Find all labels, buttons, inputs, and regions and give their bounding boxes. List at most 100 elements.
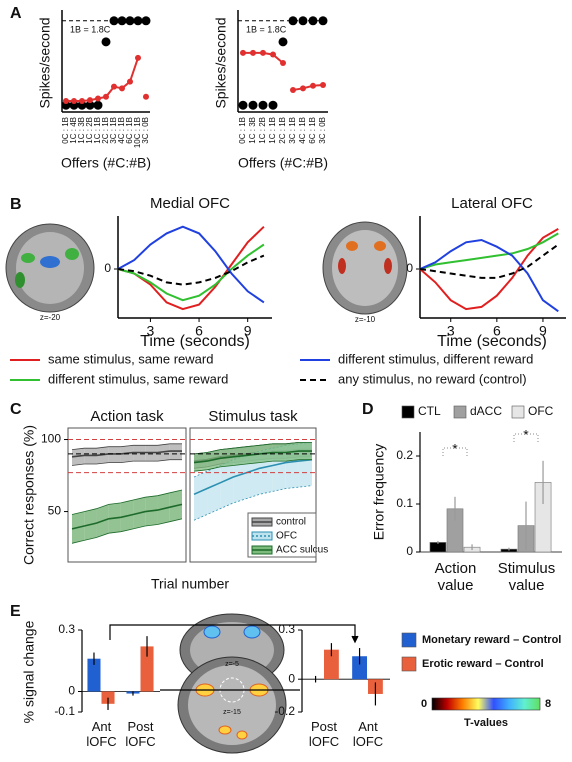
band-edge xyxy=(71,489,183,515)
data-point xyxy=(268,100,278,110)
data-point xyxy=(119,85,125,92)
x-tick-label: Stimulus value xyxy=(497,560,556,595)
data-point xyxy=(135,54,141,61)
annotation: * xyxy=(523,427,529,443)
x-tick-label: Action value xyxy=(434,560,477,595)
brain-image xyxy=(322,221,408,315)
data-point xyxy=(280,60,286,66)
x-tick-label: 4C : 1B xyxy=(298,117,307,144)
legend-swatch xyxy=(401,656,417,672)
legend-label: different stimulus, same reward xyxy=(48,371,228,386)
x-tick-label: 3C : 0B xyxy=(318,117,327,144)
data-point xyxy=(250,49,256,56)
y-tick-label: 50 xyxy=(48,504,62,518)
annotation: 1B = 1.8C xyxy=(70,24,111,34)
data-point xyxy=(95,95,101,102)
y-tick-label: 100 xyxy=(41,432,61,446)
x-tick-label: 1C : 3B xyxy=(248,117,257,144)
band-edge xyxy=(193,459,312,472)
legend-label: different stimulus, different reward xyxy=(338,351,533,366)
y-axis-label: Error frequency xyxy=(371,444,387,540)
data-point xyxy=(318,16,328,26)
y-tick-label: 0 xyxy=(406,261,413,275)
data-point xyxy=(320,81,326,88)
legend-swatch xyxy=(511,405,525,419)
bar xyxy=(324,649,339,680)
x-axis-label: Time (seconds) xyxy=(140,333,250,350)
band-segment xyxy=(233,455,247,503)
data-point xyxy=(101,37,111,47)
data-point xyxy=(270,51,276,58)
band-segment xyxy=(207,465,221,515)
annotation: 1B = 1.8C xyxy=(246,24,287,34)
image-label: z=-15 xyxy=(223,709,241,716)
data-point xyxy=(238,100,248,110)
band-edge xyxy=(71,443,182,450)
data-point xyxy=(93,100,103,110)
y-tick-label: -0.2 xyxy=(274,704,295,718)
legend-swatch xyxy=(401,632,417,648)
x-tick-label: 1C : 3B xyxy=(77,117,86,144)
x-tick-label: 3 xyxy=(147,323,155,339)
legend-label: ACC sulcus xyxy=(276,545,328,556)
data-point xyxy=(117,16,127,26)
x-tick-label: 3C : 0B xyxy=(141,117,150,144)
x-tick-label: 1C : 2B xyxy=(85,117,94,144)
legend-label: Erotic reward – Control xyxy=(422,658,544,670)
band-edge xyxy=(71,518,183,544)
x-tick-label: 3C : 1B xyxy=(288,117,297,144)
data-point xyxy=(248,100,258,110)
series-line xyxy=(117,243,265,302)
bar xyxy=(352,656,367,680)
x-tick-label: 6 xyxy=(195,323,203,339)
y-tick-label: 0.1 xyxy=(396,496,413,510)
data-point xyxy=(109,16,119,26)
data-point xyxy=(133,16,143,26)
band-edge xyxy=(193,442,312,455)
data-point xyxy=(300,85,306,92)
legend-label: Monetary reward – Control xyxy=(422,634,561,646)
significance-bracket xyxy=(513,433,539,442)
x-tick-label: 1C : 1B xyxy=(268,117,277,144)
band-edge xyxy=(71,459,182,466)
series-line xyxy=(117,225,265,304)
data-point xyxy=(240,49,246,56)
brain-image xyxy=(177,613,287,754)
x-tick-label: 10C : 1B xyxy=(133,117,142,148)
series-line xyxy=(419,232,559,270)
series-line xyxy=(419,238,559,313)
band-segment xyxy=(194,471,208,521)
image-label: z=-20 xyxy=(40,313,61,322)
data-point xyxy=(310,82,316,89)
y-axis-label: Spikes/second xyxy=(213,17,229,108)
y-axis-label: % signal change xyxy=(21,620,37,723)
y-axis-label: Correct responses (%) xyxy=(21,425,37,565)
significance-bracket xyxy=(442,447,468,456)
series-line xyxy=(193,450,312,464)
x-tick-label: 0C : 1B xyxy=(61,117,70,144)
series-line xyxy=(419,243,559,279)
chart-title: Action task xyxy=(90,408,164,425)
x-tick-label: 2C : 1B xyxy=(101,117,110,144)
y-tick-label: 0.3 xyxy=(278,622,295,636)
data-point xyxy=(290,87,296,94)
brain-image xyxy=(5,223,95,313)
x-tick-label: 0C : 1B xyxy=(238,117,247,144)
annotation: * xyxy=(452,441,458,457)
series-line xyxy=(419,228,559,311)
data-point xyxy=(141,16,151,26)
colorbar xyxy=(431,697,541,711)
data-point xyxy=(298,16,308,26)
chart-title: Medial OFC xyxy=(150,195,230,212)
colorbar-tick-label: 8 xyxy=(545,698,551,710)
x-tick-label: Post lOFC xyxy=(125,719,156,749)
band-segment xyxy=(220,459,234,509)
data-point xyxy=(125,16,135,26)
panel-label: A xyxy=(10,5,22,22)
legend-swatch xyxy=(453,405,467,419)
data-point xyxy=(127,78,133,85)
legend-label: OFC xyxy=(276,531,297,542)
x-axis-label: Trial number xyxy=(151,576,229,592)
data-point xyxy=(308,16,318,26)
